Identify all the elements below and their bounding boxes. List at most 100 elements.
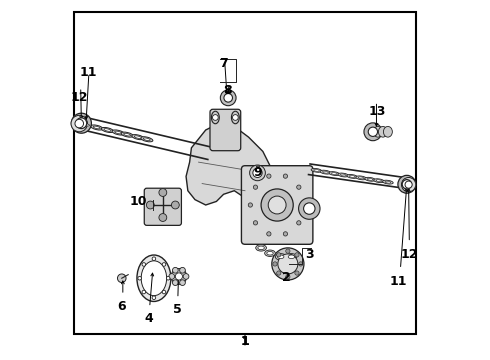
Text: 11: 11 [390, 275, 407, 288]
Text: 2: 2 [282, 271, 291, 284]
Ellipse shape [265, 250, 275, 256]
Circle shape [180, 267, 185, 273]
Ellipse shape [211, 111, 220, 124]
Ellipse shape [267, 251, 273, 255]
Circle shape [253, 185, 258, 189]
Circle shape [224, 94, 232, 102]
Circle shape [278, 254, 298, 274]
Ellipse shape [137, 255, 171, 301]
Text: 8: 8 [223, 84, 231, 96]
Circle shape [298, 198, 320, 219]
Text: 1: 1 [241, 335, 249, 348]
Ellipse shape [373, 126, 382, 137]
Text: 5: 5 [173, 303, 181, 316]
Circle shape [298, 262, 303, 266]
Circle shape [152, 257, 156, 261]
Circle shape [398, 175, 416, 193]
Ellipse shape [104, 129, 111, 131]
Ellipse shape [141, 261, 167, 296]
Text: 6: 6 [118, 300, 126, 313]
Circle shape [295, 253, 299, 257]
Circle shape [296, 185, 301, 189]
Circle shape [368, 127, 377, 136]
Circle shape [261, 189, 293, 221]
Circle shape [147, 201, 154, 209]
Ellipse shape [115, 131, 122, 134]
Circle shape [277, 271, 281, 275]
Circle shape [152, 296, 156, 300]
Ellipse shape [383, 126, 392, 137]
FancyBboxPatch shape [242, 166, 313, 244]
Ellipse shape [121, 132, 133, 137]
Circle shape [405, 181, 412, 188]
Circle shape [167, 276, 170, 280]
Circle shape [232, 114, 238, 120]
Circle shape [213, 114, 218, 120]
Ellipse shape [82, 123, 90, 126]
Ellipse shape [91, 125, 103, 130]
Circle shape [183, 274, 189, 279]
Ellipse shape [277, 255, 284, 258]
Circle shape [138, 276, 142, 280]
Ellipse shape [349, 175, 355, 177]
Ellipse shape [143, 138, 150, 141]
Text: 4: 4 [144, 312, 153, 325]
Text: 12: 12 [70, 91, 88, 104]
Circle shape [273, 262, 277, 266]
Ellipse shape [141, 137, 153, 142]
Circle shape [402, 180, 412, 189]
PathPatch shape [186, 123, 270, 205]
Circle shape [159, 189, 167, 197]
Text: 3: 3 [305, 248, 314, 261]
Text: 1: 1 [241, 335, 249, 348]
Circle shape [118, 274, 126, 283]
Ellipse shape [314, 170, 319, 171]
Ellipse shape [385, 181, 391, 183]
Circle shape [175, 273, 182, 280]
Ellipse shape [378, 126, 388, 137]
Ellipse shape [374, 179, 384, 183]
Ellipse shape [101, 127, 114, 132]
Ellipse shape [258, 246, 264, 249]
Circle shape [302, 203, 306, 207]
Ellipse shape [322, 171, 328, 173]
Circle shape [272, 248, 304, 280]
Text: 9: 9 [253, 166, 262, 179]
Circle shape [277, 253, 281, 257]
Ellipse shape [356, 176, 367, 180]
Circle shape [172, 280, 178, 285]
Circle shape [72, 113, 92, 133]
Ellipse shape [93, 126, 100, 129]
Ellipse shape [134, 136, 141, 139]
Text: 10: 10 [129, 195, 147, 208]
Circle shape [162, 290, 166, 294]
Ellipse shape [311, 168, 322, 172]
Circle shape [267, 174, 271, 178]
Circle shape [267, 232, 271, 236]
Circle shape [162, 263, 166, 266]
FancyBboxPatch shape [210, 109, 241, 151]
Circle shape [283, 174, 288, 178]
Ellipse shape [256, 245, 267, 251]
Circle shape [296, 221, 301, 225]
Ellipse shape [338, 173, 348, 177]
Circle shape [283, 232, 288, 236]
Circle shape [142, 263, 146, 266]
Ellipse shape [347, 175, 358, 178]
Circle shape [171, 269, 187, 284]
Ellipse shape [80, 122, 92, 127]
Circle shape [76, 118, 87, 129]
Circle shape [220, 90, 236, 106]
Circle shape [248, 203, 252, 207]
Ellipse shape [367, 178, 373, 180]
Ellipse shape [112, 130, 124, 135]
Circle shape [172, 267, 178, 273]
Circle shape [253, 168, 262, 177]
Ellipse shape [231, 111, 239, 124]
Ellipse shape [383, 180, 393, 184]
Circle shape [401, 177, 416, 192]
Ellipse shape [286, 253, 297, 260]
Circle shape [286, 249, 290, 253]
Text: 12: 12 [400, 248, 418, 261]
Circle shape [295, 271, 299, 275]
